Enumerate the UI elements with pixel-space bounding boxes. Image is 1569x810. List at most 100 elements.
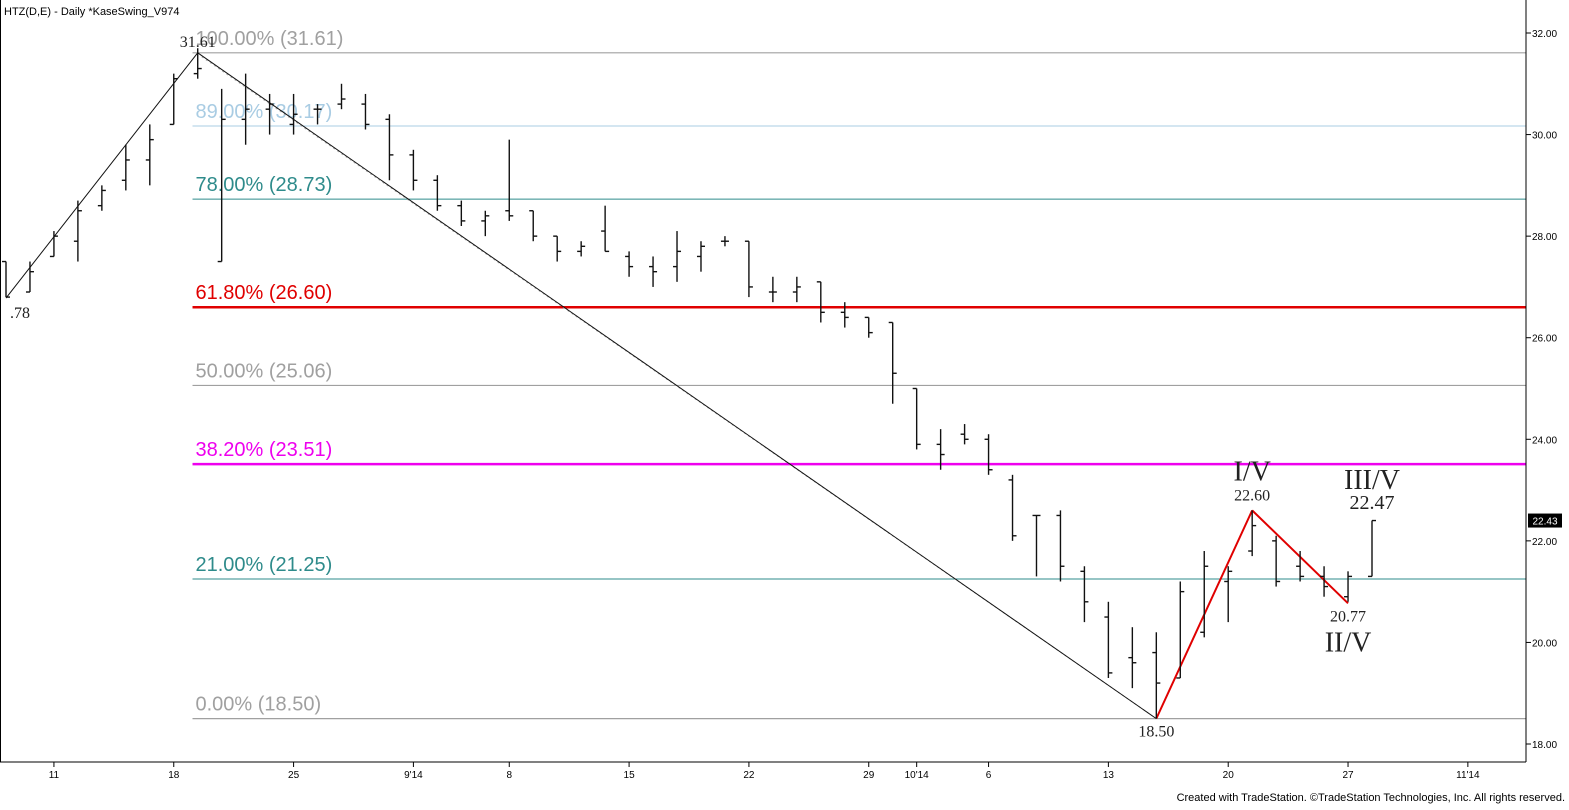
x-tick-label: 25	[288, 770, 300, 781]
ohlc-bar	[696, 241, 705, 272]
ohlc-bar	[768, 276, 777, 303]
ohlc-bar	[840, 302, 849, 328]
ohlc-bar	[649, 256, 658, 287]
y-tick-label: 26.00	[1532, 334, 1557, 345]
y-tick-label: 30.00	[1532, 131, 1557, 142]
fib-label-1: 89.00% (30.17)	[196, 101, 333, 123]
annotation-8: 22.47	[1350, 492, 1395, 514]
annotation-3: I/V	[1234, 456, 1271, 487]
ohlc-bar	[25, 261, 34, 293]
fib-levels-layer: 100.00% (31.61) 89.00% (30.17) 78.00% (28.…	[192, 28, 1526, 720]
ohlc-bar	[433, 175, 442, 211]
ohlc-bar	[49, 231, 58, 258]
ohlc-bar	[1056, 510, 1065, 582]
y-tick-label: 32.00	[1532, 29, 1557, 40]
y-tick-label: 28.00	[1532, 232, 1557, 243]
ohlc-bar	[1128, 627, 1137, 689]
ohlc-bar	[1032, 514, 1041, 577]
x-tick-label: 29	[863, 770, 875, 781]
x-tick-label: 22	[743, 770, 755, 781]
ohlc-bar	[121, 144, 130, 191]
annotation-5: 20.77	[1330, 608, 1366, 625]
fib-label-4: 50.00% (25.06)	[196, 360, 333, 382]
ohlc-bar	[1152, 632, 1161, 719]
footer-credit: Created with TradeStation. ©TradeStation…	[1177, 792, 1565, 804]
y-tick-label: 22.00	[1532, 537, 1557, 548]
ohlc-bar	[385, 114, 394, 181]
annotations-layer: 31.61 .78 18.50 I/V22.60 20.77 II/V III/V22.47	[10, 34, 1400, 741]
ohlc-bar	[816, 281, 825, 323]
ohlc-bar	[792, 276, 801, 303]
x-tick-label: 13	[1103, 770, 1115, 781]
ohlc-bar	[912, 387, 921, 450]
axes-layer: 32.00 30.00 28.00 26.00 24.00 22.00 20.00 18.00…	[0, 0, 1562, 781]
x-tick-label: 15	[624, 770, 636, 781]
x-tick-label: 8	[506, 770, 512, 781]
ohlc-bar	[601, 205, 610, 253]
ohlc-bar	[1176, 581, 1185, 679]
ohlc-bar	[217, 88, 226, 263]
ohlc-bar	[2, 260, 10, 298]
ohlc-bar	[960, 424, 969, 445]
fib-label-2: 78.00% (28.73)	[196, 174, 333, 196]
ohlc-bar	[409, 149, 418, 191]
ohlc-bar	[193, 48, 202, 79]
ohlc-bar	[1104, 601, 1113, 678]
ohlc-bar	[529, 210, 538, 242]
ohlc-bar	[457, 200, 466, 226]
x-tick-label: 27	[1342, 770, 1354, 781]
y-tick-label: 18.00	[1532, 740, 1557, 751]
x-tick-label: 10'14	[905, 770, 930, 781]
annotation-1: .78	[10, 305, 30, 322]
ohlc-bar	[241, 73, 250, 145]
ohlc-bar	[505, 139, 514, 221]
ohlc-bar	[265, 93, 274, 135]
annotation-7: III/V	[1344, 465, 1400, 496]
annotation-0: 31.61	[180, 34, 216, 51]
ohlc-bar	[1248, 510, 1257, 557]
ohlc-bar	[169, 73, 178, 126]
last-price-tag-bg	[1528, 513, 1562, 528]
ohlc-bar	[1200, 551, 1209, 638]
x-tick-label: 9'14	[404, 770, 423, 781]
x-tick-label: 18	[168, 770, 180, 781]
fib-label-3: 61.80% (26.60)	[196, 282, 333, 304]
swing-line-0	[5, 52, 199, 299]
swing-line-1	[197, 52, 1157, 720]
ohlc-bar	[1224, 566, 1233, 623]
ohlc-bar	[720, 236, 729, 247]
chart-title: HTZ(D,E) - Daily *KaseSwing_V974	[4, 6, 179, 18]
fib-label-5: 38.20% (23.51)	[196, 439, 333, 461]
ohlc-bar	[936, 429, 945, 470]
ohlc-bar	[864, 316, 873, 338]
ohlc-bar	[289, 93, 298, 135]
ohlc-bar	[744, 240, 753, 298]
ohlc-bar	[1296, 551, 1305, 582]
ohlc-bar	[888, 321, 897, 404]
ohlc-bar	[361, 93, 370, 130]
fib-label-6: 21.00% (21.25)	[196, 554, 333, 576]
x-tick-label: 11	[49, 770, 60, 781]
y-tick-label: 24.00	[1532, 435, 1557, 446]
ohlc-bar	[481, 210, 490, 237]
ohlc-bar	[1344, 571, 1353, 602]
ohlc-bar	[1368, 519, 1376, 578]
x-tick-label: 11'14	[1456, 770, 1480, 781]
annotation-6: II/V	[1325, 627, 1372, 658]
ohlc-bar	[1080, 566, 1089, 623]
annotation-2: 18.50	[1138, 724, 1174, 741]
ohlc-bar	[1008, 474, 1017, 541]
trend-dotted-line	[201, 56, 1157, 720]
ohlc-bar	[313, 104, 322, 125]
ohlc-bar	[553, 235, 562, 262]
last-price-tag: 22.43	[1532, 517, 1557, 528]
ohlc-bar	[337, 83, 346, 110]
x-tick-label: 6	[986, 770, 992, 781]
ohlc-bars-layer	[2, 48, 1376, 719]
ohlc-bar	[73, 200, 82, 262]
ohlc-bar	[625, 251, 634, 277]
ohlc-bar	[97, 185, 106, 211]
ohlc-bar	[1320, 566, 1329, 597]
